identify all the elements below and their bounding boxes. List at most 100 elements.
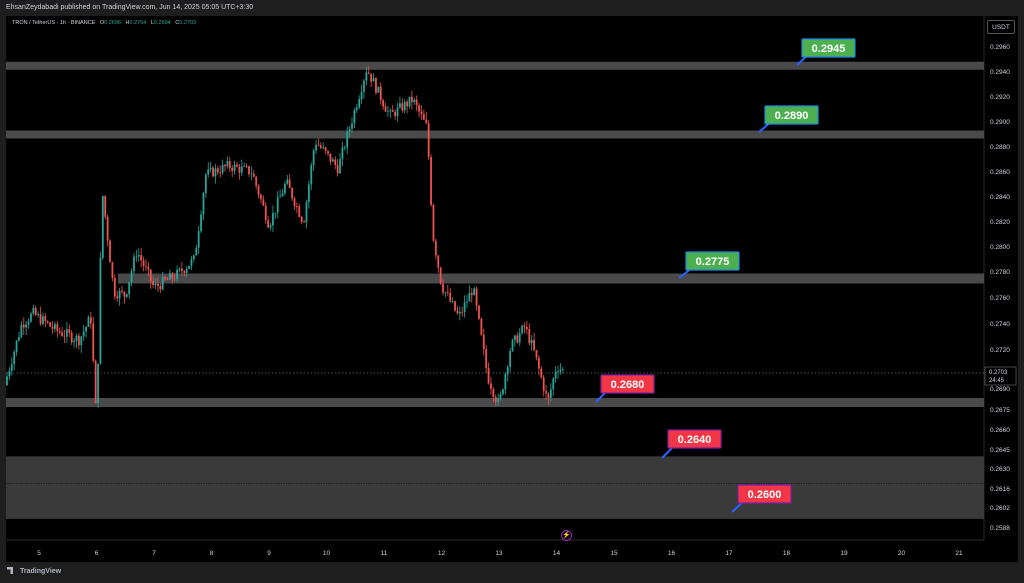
time-tick-label: 9 <box>267 550 271 557</box>
candle-body <box>279 196 282 198</box>
candle-body <box>375 78 377 93</box>
level-label-box <box>737 484 792 504</box>
candles <box>6 66 564 408</box>
candle-body <box>540 368 543 378</box>
candle-body <box>99 257 102 364</box>
candle-body <box>284 183 286 194</box>
candle-body <box>171 273 174 279</box>
time-tick-label: 15 <box>610 550 618 557</box>
candle-body <box>197 231 200 248</box>
candle-body <box>130 271 133 283</box>
level-label-text: 0.2640 <box>678 434 712 446</box>
time-axis-labels: 5 6 7 8 9 10 11 12 13 14 15 16 17 18 19 20 21 <box>37 550 963 557</box>
candle-body <box>561 368 564 370</box>
candle-body <box>176 269 179 280</box>
candle-body <box>389 110 392 112</box>
candle-body <box>439 267 442 284</box>
candle-body <box>118 290 121 299</box>
price-tick-label: 0.2860 <box>990 169 1010 176</box>
candle-body <box>94 360 97 404</box>
candle-body <box>442 283 444 293</box>
candle-body <box>250 173 253 175</box>
candle-body <box>511 340 514 351</box>
candle-body <box>473 288 476 296</box>
candle-body <box>339 158 341 174</box>
high-value: 0.2704 <box>129 20 147 26</box>
candle-body <box>360 91 363 100</box>
lightning-icon[interactable]: ⚡ <box>561 530 572 541</box>
price-tick-label: 0.2960 <box>990 44 1010 51</box>
publisher-bar: EhsanZeydabadi published on TradingView.… <box>0 0 1024 16</box>
tradingview-wordmark: TradingView <box>20 568 62 575</box>
candle-body <box>101 195 104 258</box>
candle-body <box>363 80 365 92</box>
candle-body <box>142 260 145 267</box>
candle-body <box>75 335 78 341</box>
candle-body <box>65 329 68 337</box>
candle-body <box>161 276 164 290</box>
currency-button[interactable]: USDT <box>987 20 1015 34</box>
candle-body <box>401 103 404 111</box>
candle-body <box>147 266 150 270</box>
candle-body <box>545 391 547 394</box>
candle-body <box>514 335 516 341</box>
candle-body <box>164 276 167 280</box>
candle-body <box>365 72 368 81</box>
price-tick-label: 0.2690 <box>990 386 1010 393</box>
candle-body <box>272 212 274 226</box>
candle-body <box>46 321 49 323</box>
candle-body <box>406 101 409 107</box>
candle-body <box>458 311 461 314</box>
candle-body <box>334 159 337 165</box>
candle-body <box>56 324 59 331</box>
price-tick-label: 0.2940 <box>990 69 1010 76</box>
footer-bar <box>0 562 1024 583</box>
level-label-text: 0.2890 <box>775 110 809 122</box>
candle-body <box>317 144 320 146</box>
candle-body <box>413 99 416 103</box>
candle-body <box>518 333 521 343</box>
candle-body <box>30 313 32 322</box>
candle-body <box>391 110 394 112</box>
candle-body <box>8 370 11 377</box>
candle-body <box>149 269 152 282</box>
candle-body <box>537 357 540 369</box>
price-tick-label: 0.2820 <box>990 219 1010 226</box>
time-tick-label: 13 <box>495 550 503 557</box>
candle-body <box>173 278 176 280</box>
candle-body <box>434 240 437 256</box>
candle-body <box>125 294 128 297</box>
candle-body <box>399 103 401 108</box>
candle-body <box>209 167 212 170</box>
candle-body <box>34 307 37 315</box>
low-label: L <box>150 20 154 26</box>
time-tick-label: 18 <box>783 550 791 557</box>
candle-body <box>535 350 538 358</box>
candle-body <box>89 317 92 324</box>
candle-body <box>178 268 181 270</box>
candle-body <box>61 332 64 336</box>
candle-body <box>463 302 466 313</box>
candle-body <box>240 166 243 173</box>
candle-body <box>327 150 329 154</box>
candle-body <box>502 389 504 395</box>
publisher-text: EhsanZeydabadi published on TradingView.… <box>6 4 254 11</box>
symbol-legend[interactable]: TRON / TetherUS · 1h · BINANCE O0.2696 H… <box>12 20 199 26</box>
price-tick-label: 0.2675 <box>990 407 1010 414</box>
tradingview-logo[interactable]: TradingView <box>7 567 61 575</box>
time-tick-label: 16 <box>668 550 676 557</box>
price-tick-label: 0.2660 <box>990 427 1010 434</box>
candle-body <box>533 340 535 351</box>
candle-body <box>216 168 219 173</box>
candle-body <box>379 86 382 101</box>
candle-body <box>456 310 459 314</box>
candle-body <box>70 332 73 343</box>
candle-body <box>228 161 231 168</box>
candle-body <box>557 371 559 373</box>
candle-body <box>322 147 325 149</box>
time-tick-label: 14 <box>553 550 561 557</box>
candle-body <box>485 349 488 369</box>
symbol-title: TRON / TetherUS · 1h · BINANCE <box>12 20 96 26</box>
candle-body <box>324 147 327 151</box>
